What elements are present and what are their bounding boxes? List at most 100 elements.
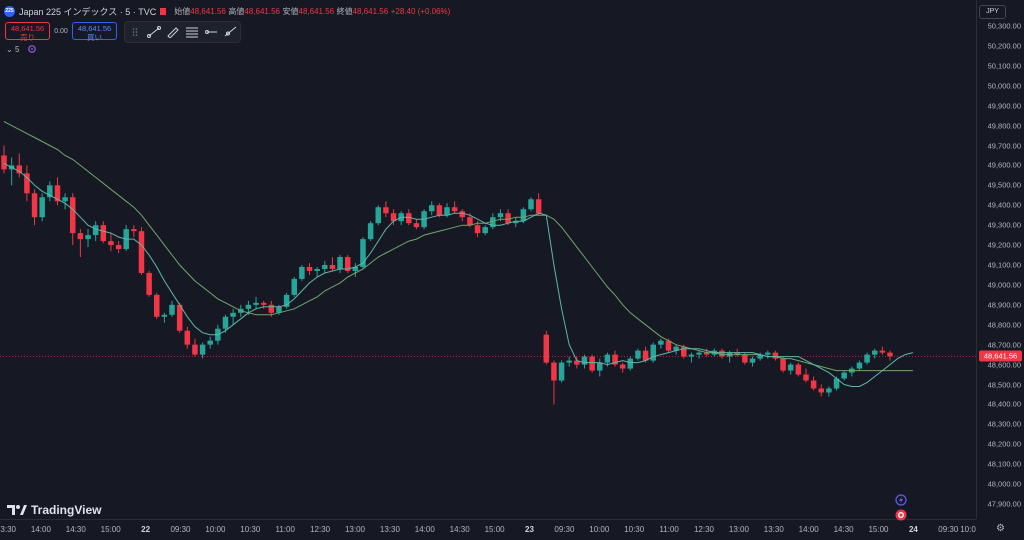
candle (176, 302, 183, 333)
time-tick: 24 (908, 525, 918, 534)
candle (1, 145, 7, 174)
sell-button[interactable]: 48,641.56 売り (5, 22, 50, 42)
horizontal-ray-icon[interactable] (203, 25, 219, 39)
candle (375, 205, 382, 226)
drag-handle-icon[interactable] (127, 25, 143, 39)
candle (115, 241, 122, 254)
close-value: 48,641.56 (352, 6, 389, 16)
candle (581, 354, 588, 369)
price-tick: 49,700.00 (987, 141, 1021, 150)
time-tick: 14:00 (798, 525, 819, 534)
time-tick: 10:00 (589, 525, 610, 534)
candle (344, 255, 351, 273)
candle (879, 346, 886, 355)
candle (749, 356, 756, 367)
lightning-icon[interactable] (895, 494, 907, 506)
candle (642, 346, 649, 363)
candle (24, 165, 30, 202)
candle (719, 348, 725, 359)
candle (535, 193, 542, 216)
sell-label: 売り (20, 33, 35, 42)
ray-line-icon[interactable] (222, 25, 238, 39)
drawing-toolbar (124, 21, 241, 43)
candle (528, 197, 534, 212)
candle (597, 358, 603, 377)
buy-button[interactable]: 48,641.56 買い (72, 22, 117, 42)
candle (673, 344, 679, 355)
candle (810, 376, 817, 391)
price-axis[interactable]: 50,300.00 50,200.00 50,100.00 50,000.00 49,9… (976, 0, 1024, 519)
candle (329, 257, 336, 271)
candle (635, 348, 641, 361)
candle (383, 201, 389, 218)
currency-selector[interactable]: JPY (979, 5, 1006, 19)
candle (849, 366, 855, 377)
candle (299, 265, 305, 281)
collapse-indicators-button[interactable]: ⌄ 5 (6, 45, 19, 54)
time-tick: 11:00 (659, 525, 679, 534)
candle (154, 292, 160, 319)
candle (146, 270, 152, 297)
open-label: 始値 (174, 6, 191, 16)
candlestick-chart[interactable] (0, 0, 976, 519)
settings-icon[interactable]: ⚙ (996, 523, 1005, 534)
pen-tool-icon[interactable] (165, 25, 181, 39)
price-tick: 48,700.00 (987, 340, 1021, 350)
record-icon[interactable] (895, 509, 907, 521)
candle (512, 217, 519, 228)
candle (390, 209, 397, 226)
candle (322, 261, 328, 273)
candle (291, 276, 297, 297)
time-tick: 09:30 (938, 525, 959, 534)
tradingview-logo[interactable]: TradingView (7, 503, 101, 517)
candle (574, 356, 580, 369)
open-value: 48,641.56 (190, 6, 226, 16)
chart-area[interactable] (0, 0, 976, 519)
candle (39, 193, 45, 222)
candle (283, 292, 290, 309)
candle (612, 350, 618, 367)
candle (658, 338, 664, 349)
price-tick: 49,300.00 (987, 220, 1021, 230)
candle (62, 193, 68, 210)
candle (803, 368, 809, 383)
candle (16, 153, 23, 178)
flag-icon (160, 7, 167, 15)
symbol-badge-icon: 225 (4, 5, 15, 17)
candle (856, 360, 863, 371)
time-tick: 23 (525, 525, 534, 534)
candle (459, 209, 466, 222)
price-tick: 49,200.00 (987, 240, 1021, 250)
candle (428, 201, 435, 216)
candle (199, 342, 206, 359)
candle (757, 352, 763, 361)
fib-retracement-icon[interactable] (184, 25, 200, 39)
indicator-settings-icon[interactable] (27, 44, 37, 54)
high-label: 高値 (228, 6, 245, 16)
candle (787, 362, 794, 375)
change-value: +28.40 (+0.06%) (390, 6, 451, 16)
candle (207, 336, 213, 349)
price-tick: 48,400.00 (987, 399, 1021, 409)
candle (558, 360, 565, 383)
candle (864, 352, 870, 365)
price-tick: 47,900.00 (987, 499, 1021, 509)
low-value: 48,641.56 (298, 6, 335, 16)
candle (54, 177, 61, 206)
candle (306, 263, 313, 275)
time-tick: 14:30 (833, 525, 854, 534)
price-tick: 50,300.00 (987, 21, 1021, 31)
time-tick: 10:30 (240, 525, 261, 534)
low-label: 安値 (282, 6, 299, 16)
price-tick: 49,800.00 (987, 121, 1021, 131)
trend-line-icon[interactable] (146, 25, 162, 39)
time-axis[interactable]: 13:30 14:00 14:30 15:00 22 09:30 10:00 10:30 11:… (0, 519, 976, 540)
candle (268, 300, 275, 317)
time-tick: 13:30 (379, 525, 400, 534)
candle (619, 362, 626, 373)
symbol-title[interactable]: Japan 225 インデックス · 5 · TVC (19, 6, 157, 17)
price-tick: 48,800.00 (987, 320, 1021, 330)
brand-name: TradingView (31, 503, 102, 517)
time-tick: 11:00 (275, 525, 295, 534)
ohlc-values: 始値48,641.56 高値48,641.56 安値48,641.56 終値48… (174, 6, 450, 17)
